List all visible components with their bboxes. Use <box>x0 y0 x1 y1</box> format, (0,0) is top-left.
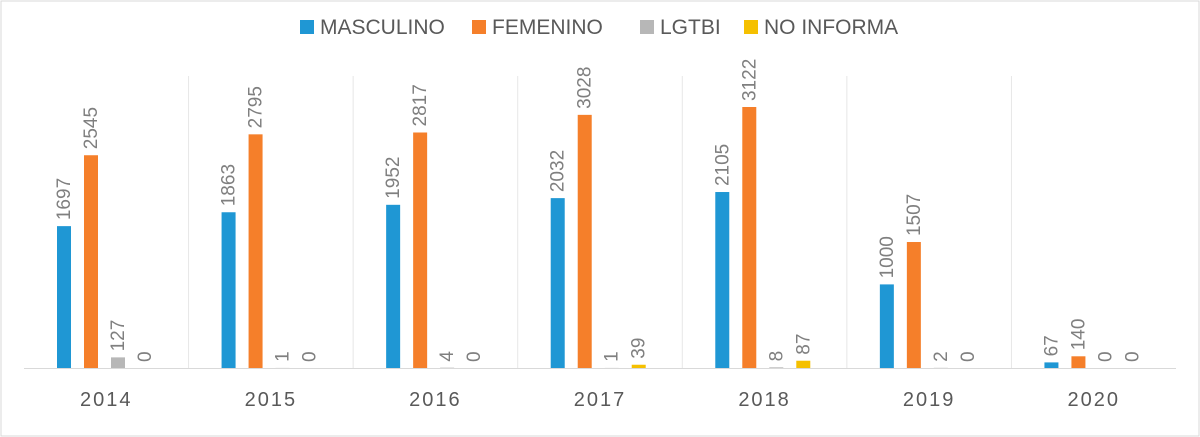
legend-label-femenino: FEMENINO <box>492 16 603 39</box>
bar-femenino-2015 <box>248 134 263 368</box>
data-label-femenino-2015: 2795 <box>246 86 267 128</box>
data-label-masculino-2018: 2105 <box>712 144 733 186</box>
legend-swatch-no-informa <box>744 20 758 34</box>
data-label-no-informa-2018: 87 <box>793 334 814 355</box>
data-label-masculino-2016: 1952 <box>383 157 404 199</box>
category-separators <box>188 76 1012 368</box>
x-tick-label-2016: 2016 <box>409 389 462 411</box>
legend-swatch-femenino <box>472 20 486 34</box>
data-label-no-informa-2016: 0 <box>464 351 485 362</box>
data-label-no-informa-2014: 0 <box>135 351 156 362</box>
data-label-masculino-2015: 1863 <box>219 164 240 206</box>
data-label-lgtbi-2014: 127 <box>108 320 129 352</box>
data-label-lgtbi-2017: 1 <box>602 351 623 362</box>
bar-masculino-2014 <box>57 226 71 368</box>
bar-masculino-2015 <box>221 212 236 368</box>
legend-label-no-informa: NO INFORMA <box>764 16 898 39</box>
x-tick-label-2020: 2020 <box>1067 389 1120 411</box>
data-label-masculino-2017: 2032 <box>548 150 569 192</box>
bar-femenino-2019 <box>906 242 921 368</box>
x-tick-label-2018: 2018 <box>738 389 791 411</box>
bar-masculino-2016 <box>386 204 401 368</box>
legend: MASCULINO FEMENINO LGTBI NO INFORMA <box>300 16 898 39</box>
bar-femenino-2020 <box>1071 356 1086 368</box>
data-label-no-informa-2019: 0 <box>958 351 979 362</box>
bar-femenino-2017 <box>577 114 592 368</box>
bar-femenino-2018 <box>742 107 757 368</box>
data-label-masculino-2020: 67 <box>1041 335 1062 356</box>
bars <box>57 107 1086 368</box>
bar-masculino-2018 <box>715 192 730 368</box>
x-tick-label-2015: 2015 <box>245 389 298 411</box>
legend-swatch-lgtbi <box>640 20 654 34</box>
bar-no-informa-2017 <box>631 364 646 368</box>
bar-masculino-2017 <box>550 198 565 368</box>
data-label-lgtbi-2015: 1 <box>273 351 294 362</box>
data-label-no-informa-2015: 0 <box>300 351 321 362</box>
data-label-lgtbi-2016: 4 <box>437 351 458 362</box>
data-label-lgtbi-2019: 2 <box>931 351 952 362</box>
bar-femenino-2016 <box>413 132 428 368</box>
data-label-femenino-2018: 3122 <box>739 59 760 101</box>
data-label-no-informa-2020: 0 <box>1122 351 1143 362</box>
legend-label-lgtbi: LGTBI <box>660 16 721 39</box>
data-label-masculino-2014: 1697 <box>54 178 75 220</box>
data-label-femenino-2016: 2817 <box>410 84 431 126</box>
bar-lgtbi-2018 <box>769 367 784 368</box>
data-label-no-informa-2017: 39 <box>629 338 650 359</box>
bar-no-informa-2018 <box>796 360 811 368</box>
data-label-femenino-2017: 3028 <box>575 67 596 109</box>
bar-masculino-2019 <box>879 284 894 368</box>
x-tick-label-2017: 2017 <box>574 389 627 411</box>
bar-lgtbi-2014 <box>111 357 125 368</box>
bar-masculino-2020 <box>1044 362 1059 368</box>
x-tick-label-2014: 2014 <box>80 389 133 411</box>
data-label-femenino-2020: 140 <box>1068 319 1089 351</box>
data-label-masculino-2019: 1000 <box>877 236 898 278</box>
x-tick-label-2019: 2019 <box>903 389 956 411</box>
data-label-femenino-2019: 1507 <box>904 194 925 236</box>
bar-femenino-2014 <box>84 155 98 368</box>
data-label-femenino-2014: 2545 <box>81 107 102 149</box>
legend-label-masculino: MASCULINO <box>320 16 445 39</box>
legend-swatch-masculino <box>300 20 314 34</box>
data-label-lgtbi-2018: 8 <box>766 351 787 362</box>
data-label-lgtbi-2020: 0 <box>1095 351 1116 362</box>
x-tick-labels: 2014 2015 2016 2017 2018 2019 2020 <box>80 389 1120 411</box>
